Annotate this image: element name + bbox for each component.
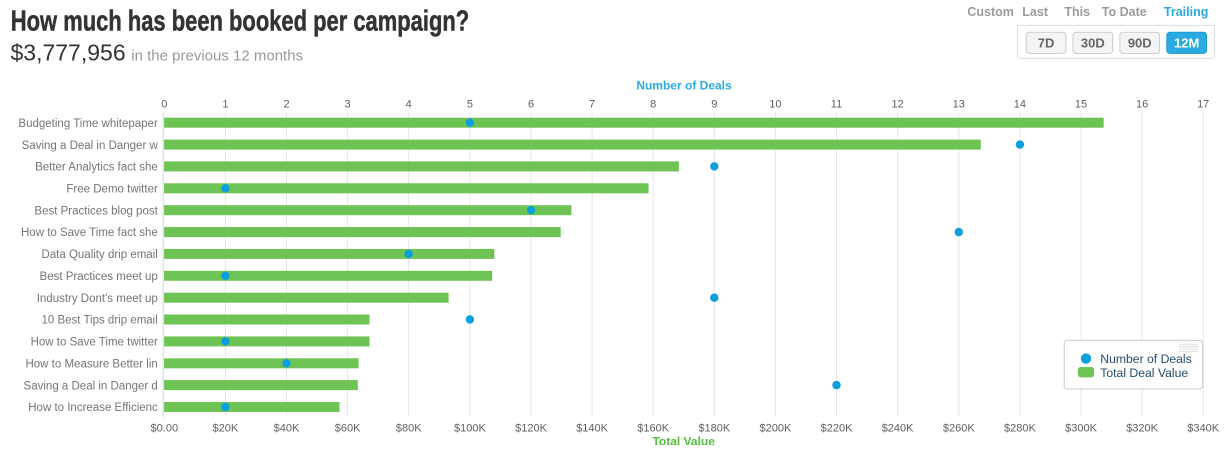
svg-text:$280K: $280K <box>1004 423 1036 435</box>
svg-text:16: 16 <box>1136 99 1148 111</box>
svg-text:$300K: $300K <box>1065 423 1097 435</box>
svg-text:9: 9 <box>711 99 717 111</box>
svg-text:13: 13 <box>953 99 965 111</box>
svg-text:$20K: $20K <box>213 423 239 435</box>
svg-text:Saving a Deal in Danger w: Saving a Deal in Danger w <box>22 140 159 152</box>
svg-text:Number of Deals: Number of Deals <box>1100 352 1191 366</box>
svg-text:This: This <box>1064 5 1090 19</box>
svg-text:$120K: $120K <box>515 423 547 435</box>
svg-text:8: 8 <box>650 99 656 111</box>
svg-text:Data Quality drip email: Data Quality drip email <box>41 249 157 261</box>
svg-text:Budgeting Time whitepaper: Budgeting Time whitepaper <box>18 118 158 130</box>
svg-text:$40K: $40K <box>274 423 300 435</box>
svg-text:How much has been booked per c: How much has been booked per campaign? <box>11 6 469 38</box>
svg-text:$60K: $60K <box>335 423 361 435</box>
svg-text:3: 3 <box>345 99 351 111</box>
svg-text:$3,777,956: $3,777,956 <box>11 40 126 66</box>
svg-text:1: 1 <box>222 99 228 111</box>
svg-text:Trailing: Trailing <box>1164 5 1208 19</box>
svg-text:$200K: $200K <box>759 423 791 435</box>
svg-text:4: 4 <box>406 99 412 111</box>
svg-text:10 Best Tips drip email: 10 Best Tips drip email <box>41 315 157 327</box>
svg-text:$100K: $100K <box>454 423 486 435</box>
svg-text:Last: Last <box>1022 5 1049 19</box>
svg-text:How to Save Time fact she: How to Save Time fact she <box>21 227 158 239</box>
svg-text:$260K: $260K <box>943 423 975 435</box>
svg-text:$340K: $340K <box>1187 423 1219 435</box>
svg-text:$220K: $220K <box>821 423 853 435</box>
svg-text:$0.00: $0.00 <box>151 423 179 435</box>
svg-text:2: 2 <box>283 99 289 111</box>
svg-text:Free Demo twitter: Free Demo twitter <box>66 184 158 196</box>
svg-text:5: 5 <box>467 99 473 111</box>
svg-text:$180K: $180K <box>698 423 730 435</box>
svg-text:$80K: $80K <box>396 423 422 435</box>
svg-text:$160K: $160K <box>637 423 669 435</box>
svg-text:12: 12 <box>891 99 903 111</box>
svg-text:How to Increase Efficienc: How to Increase Efficienc <box>28 402 158 414</box>
svg-text:Saving a Deal in Danger d: Saving a Deal in Danger d <box>24 380 158 392</box>
svg-text:How to Measure Better lin: How to Measure Better lin <box>25 359 157 371</box>
svg-text:Custom: Custom <box>967 5 1014 19</box>
svg-text:10: 10 <box>769 99 781 111</box>
svg-text:$140K: $140K <box>576 423 608 435</box>
svg-text:in the previous 12 months: in the previous 12 months <box>131 48 303 65</box>
svg-text:$240K: $240K <box>882 423 914 435</box>
svg-text:To Date: To Date <box>1102 5 1147 19</box>
svg-text:Industry Dont's meet up: Industry Dont's meet up <box>37 293 158 305</box>
svg-text:7: 7 <box>589 99 595 111</box>
svg-text:17: 17 <box>1197 99 1209 111</box>
svg-text:Best Practices blog post: Best Practices blog post <box>34 205 158 217</box>
svg-text:Better Analytics fact she: Better Analytics fact she <box>35 162 158 174</box>
svg-text:0: 0 <box>161 99 167 111</box>
svg-text:14: 14 <box>1014 99 1026 111</box>
svg-text:12M: 12M <box>1174 36 1199 51</box>
svg-text:30D: 30D <box>1081 36 1105 51</box>
svg-text:$320K: $320K <box>1126 423 1158 435</box>
svg-text:Number of Deals: Number of Deals <box>636 79 732 93</box>
svg-text:6: 6 <box>528 99 534 111</box>
svg-text:7D: 7D <box>1038 36 1055 51</box>
svg-text:Total Deal Value: Total Deal Value <box>1100 366 1188 380</box>
svg-text:11: 11 <box>831 99 842 111</box>
svg-text:Best Practices meet up: Best Practices meet up <box>40 271 158 283</box>
svg-text:15: 15 <box>1075 99 1087 111</box>
svg-text:Total Value: Total Value <box>652 434 715 445</box>
svg-text:90D: 90D <box>1128 36 1152 51</box>
svg-text:How to Save Time twitter: How to Save Time twitter <box>31 337 158 349</box>
